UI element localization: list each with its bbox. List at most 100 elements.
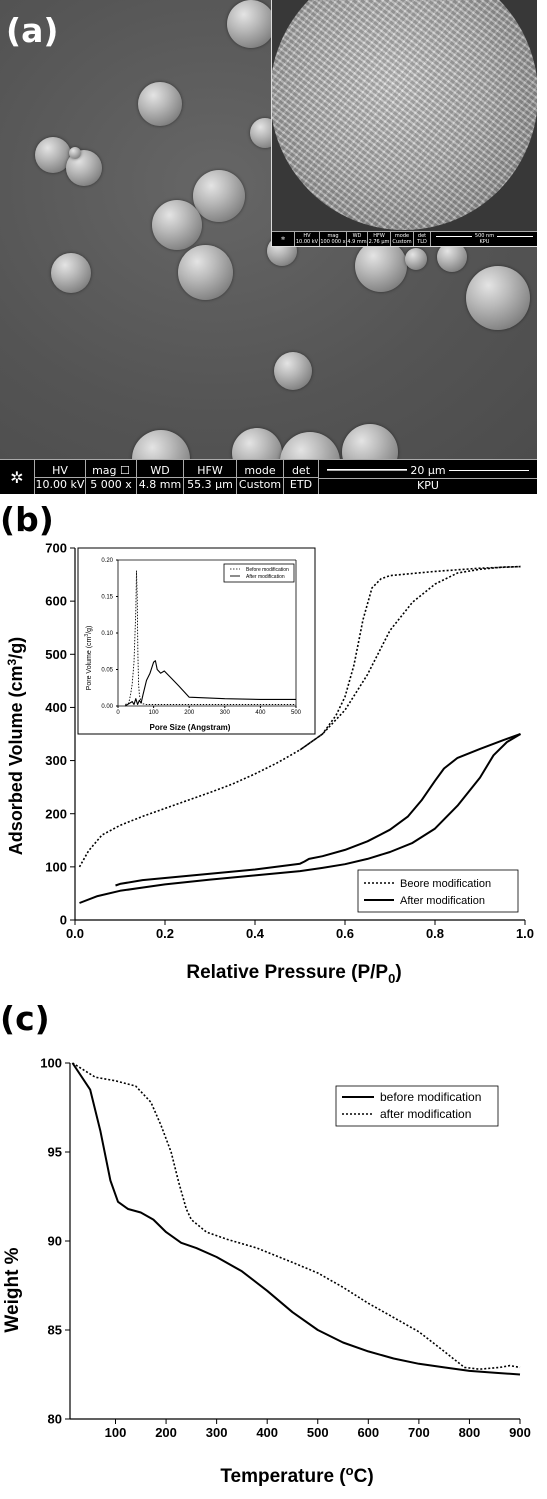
isotherm-legend-box bbox=[357, 869, 519, 913]
pore-size-y-tick-label: 0.00 bbox=[101, 704, 113, 710]
isotherm-x-tick-label: 1.0 bbox=[516, 926, 534, 941]
microsphere bbox=[437, 242, 467, 272]
pore-size-x-tick-label: 400 bbox=[255, 710, 266, 716]
mode-label: mode bbox=[237, 464, 283, 478]
det-label: det bbox=[284, 464, 318, 478]
tga-x-tick-label: 300 bbox=[206, 1425, 228, 1440]
institution: KPU bbox=[417, 478, 439, 492]
pore-size-inset-y-label: Pore Volume (cm3/g) bbox=[84, 626, 93, 691]
isotherm-series-dotted-desorption bbox=[299, 565, 521, 751]
inset-mag-label: mag bbox=[327, 233, 339, 239]
pore-size-legend-box bbox=[223, 563, 295, 583]
isotherm-series-dotted-adsorption bbox=[78, 565, 521, 868]
isotherm-chart: 0.0 0.2 0.4 0.6 0.8 1.0 0 100 200 300 400 500 600 700… bbox=[5, 541, 534, 986]
inset-mag-value: 100 000 x bbox=[320, 239, 346, 245]
tga-y-tick-label: 95 bbox=[48, 1145, 62, 1160]
tga-chart: 100 200 300 400 500 600 700 800 900 80 85 90 95 100 T… bbox=[2, 1056, 531, 1487]
microsphere bbox=[35, 137, 71, 173]
pore-size-legend-label: Before modification bbox=[246, 567, 289, 573]
inset-det-label: det bbox=[417, 233, 427, 239]
pore-size-inset-x-label: Pore Size (Angstram) bbox=[150, 723, 231, 732]
hv-label: HV bbox=[35, 464, 85, 478]
sem-main-infobar: ✲ HV 10.00 kV mag ☐ 5 000 x WD 4.8 mm HFW 55… bbox=[0, 459, 537, 494]
pore-size-y-tick-label: 0.05 bbox=[101, 668, 113, 674]
microsphere bbox=[466, 266, 530, 330]
microsphere bbox=[274, 352, 312, 390]
pore-size-series-solid bbox=[124, 660, 296, 707]
isotherm-y-tick-label: 700 bbox=[45, 541, 67, 556]
tga-x-tick-label: 500 bbox=[307, 1425, 329, 1440]
tga-x-tick-label: 700 bbox=[408, 1425, 430, 1440]
hfw-value: 55.3 µm bbox=[187, 477, 233, 491]
tga-series-dotted bbox=[72, 1062, 521, 1371]
inset-institution: KPU bbox=[479, 239, 490, 245]
microsphere bbox=[138, 82, 182, 126]
scale-bar: 20 µm bbox=[319, 463, 537, 479]
tga-y-tick-label: 80 bbox=[48, 1412, 62, 1427]
isotherm-y-axis-label: Adsorbed Volume (cm3/g) bbox=[5, 637, 26, 855]
pore-size-x-tick-label: 300 bbox=[220, 710, 231, 716]
pore-size-series-dotted bbox=[124, 570, 296, 705]
tga-x-tick-label: 900 bbox=[509, 1425, 531, 1440]
tga-series-solid bbox=[71, 1062, 521, 1376]
isotherm-y-tick-label: 300 bbox=[45, 753, 67, 768]
isotherm-y-tick-label: 100 bbox=[45, 859, 67, 874]
isotherm-x-tick-label: 0.0 bbox=[66, 926, 84, 941]
pore-size-y-tick-label: 0.15 bbox=[101, 595, 113, 601]
mag-label: mag ☐ bbox=[86, 464, 136, 478]
wd-label: WD bbox=[137, 464, 183, 478]
inset-hv-value: 10.00 kV bbox=[295, 239, 319, 245]
tga-x-axis-label: Temperature (oC) bbox=[220, 1463, 373, 1487]
tga-legend-box bbox=[335, 1085, 499, 1127]
fei-logo-icon: ✲ bbox=[0, 460, 35, 494]
pore-size-y-tick-label: 0.20 bbox=[101, 558, 113, 564]
isotherm-y-tick-label: 0 bbox=[60, 913, 67, 928]
isotherm-x-tick-label: 0.4 bbox=[246, 926, 265, 941]
wd-value: 4.8 mm bbox=[138, 477, 182, 491]
hv-value: 10.00 kV bbox=[35, 477, 85, 491]
pore-size-x-tick-label: 500 bbox=[291, 710, 302, 716]
tga-x-tick-label: 600 bbox=[357, 1425, 379, 1440]
isotherm-legend: Beore modification After modification bbox=[357, 869, 519, 913]
inset-wd-label: WD bbox=[352, 233, 362, 239]
tga-y-tick-label: 90 bbox=[48, 1234, 62, 1249]
microsphere bbox=[193, 170, 245, 222]
tga-y-tick-label: 100 bbox=[40, 1056, 62, 1071]
isotherm-y-tick-label: 400 bbox=[45, 700, 67, 715]
microsphere bbox=[178, 245, 233, 300]
tga-legend: before modification after modification bbox=[335, 1085, 499, 1127]
isotherm-x-tick-label: 0.8 bbox=[426, 926, 444, 941]
inset-hfw-label: HFW bbox=[373, 233, 385, 239]
isotherm-series-solid-adsorption bbox=[79, 733, 522, 904]
isotherm-y-tick-label: 200 bbox=[45, 806, 67, 821]
hfw-label: HFW bbox=[184, 464, 236, 478]
isotherm-legend-label: Beore modification bbox=[400, 878, 491, 890]
inset-mode-label: mode bbox=[394, 233, 410, 239]
tga-legend-label: after modification bbox=[380, 1107, 471, 1121]
pore-size-x-tick-label: 200 bbox=[184, 710, 195, 716]
isotherm-x-tick-label: 0.2 bbox=[156, 926, 174, 941]
microsphere bbox=[227, 0, 275, 48]
sem-image-panel: ✲ HV 10.00 kV mag 100 000 x WD 4.9 mm HFW 2.… bbox=[0, 0, 537, 494]
isotherm-x-tick-label: 0.6 bbox=[336, 926, 354, 941]
isotherm-series-solid-desorption bbox=[115, 733, 521, 887]
panel-label-a: (a) bbox=[6, 11, 59, 50]
microsphere bbox=[51, 253, 91, 293]
pore-size-x-tick-label: 0 bbox=[116, 710, 120, 716]
pore-size-y-tick-label: 0.10 bbox=[101, 631, 113, 637]
scale-label: 20 µm bbox=[410, 463, 446, 477]
microsphere bbox=[69, 147, 81, 159]
tga-x-tick-label: 100 bbox=[105, 1425, 127, 1440]
inset-mode-value: Custom bbox=[392, 239, 412, 245]
fei-logo-icon: ✲ bbox=[272, 232, 295, 246]
inset-scale-label: 500 nm bbox=[474, 233, 495, 239]
tga-x-tick-label: 200 bbox=[155, 1425, 177, 1440]
inset-scale-bar: 500 nm bbox=[436, 233, 533, 239]
inset-hfw-value: 2.76 µm bbox=[368, 239, 390, 245]
tga-x-tick-label: 400 bbox=[256, 1425, 278, 1440]
tga-x-tick-label: 800 bbox=[459, 1425, 481, 1440]
tga-y-tick-label: 85 bbox=[48, 1323, 62, 1338]
isotherm-y-tick-label: 600 bbox=[45, 594, 67, 609]
panel-label-c: (c) bbox=[0, 999, 50, 1038]
